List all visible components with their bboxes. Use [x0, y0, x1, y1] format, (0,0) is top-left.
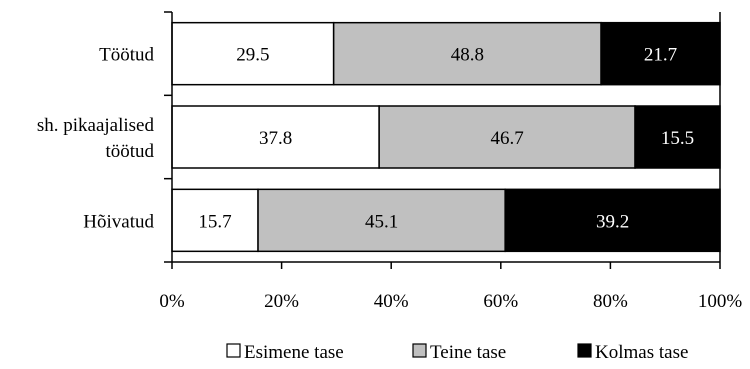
- category-label-0: Töötud: [99, 45, 154, 66]
- data-labels-layer: 29.5 48.8 21.7 37.8 46.7 15.5 15.7 45.1 39.2: [198, 45, 694, 233]
- data-label-esimene-tase-2: 15.7: [198, 211, 231, 232]
- x-tick-label-4: 80%: [593, 291, 628, 312]
- bar-esimene-tase-2: [171, 188, 259, 253]
- category-label-1: sh. pikaajalised töötud: [37, 115, 155, 162]
- bar-kolmas-tase-1: [634, 105, 721, 169]
- legend-swatch-esimene-tase: [226, 343, 241, 358]
- data-label-teine-tase-2: 45.1: [365, 211, 398, 232]
- x-tick-label-1: 20%: [264, 291, 299, 312]
- bar-teine-tase-0: [332, 21, 602, 86]
- data-label-teine-tase-0: 48.8: [451, 45, 484, 66]
- category-label-2: Hõivatud: [83, 211, 154, 232]
- data-label-teine-tase-1: 46.7: [490, 128, 523, 149]
- bars-layer: [171, 21, 721, 253]
- legend-label-teine-tase: Teine tase: [430, 342, 506, 363]
- data-label-esimene-tase-0: 29.5: [236, 45, 269, 66]
- x-tick-label-2: 40%: [374, 291, 409, 312]
- axes-layer: Töötud sh. pikaajalised töötud Hõivatud 0% 20…: [37, 11, 743, 312]
- legend: Esimene tase Teine tase Kolmas tase: [226, 342, 688, 363]
- legend-label-esimene-tase: Esimene tase: [244, 342, 344, 363]
- x-tick-label-5: 100%: [698, 291, 743, 312]
- legend-swatch-teine-tase: [412, 343, 427, 358]
- legend-label-kolmas-tase: Kolmas tase: [595, 342, 688, 363]
- bar-kolmas-tase-0: [600, 21, 721, 86]
- data-label-esimene-tase-1: 37.8: [259, 128, 292, 149]
- x-tick-label-0: 0%: [159, 291, 185, 312]
- bar-teine-tase-2: [257, 188, 506, 253]
- bar-teine-tase-1: [378, 105, 636, 169]
- data-label-kolmas-tase-1: 15.5: [661, 128, 694, 149]
- x-tick-label-3: 60%: [483, 291, 518, 312]
- data-label-kolmas-tase-2: 39.2: [596, 211, 629, 232]
- data-label-kolmas-tase-0: 21.7: [644, 45, 677, 66]
- bar-esimene-tase-0: [171, 21, 335, 86]
- bar-esimene-tase-1: [171, 105, 380, 169]
- bar-kolmas-tase-2: [504, 188, 721, 253]
- legend-swatch-kolmas-tase: [577, 343, 592, 358]
